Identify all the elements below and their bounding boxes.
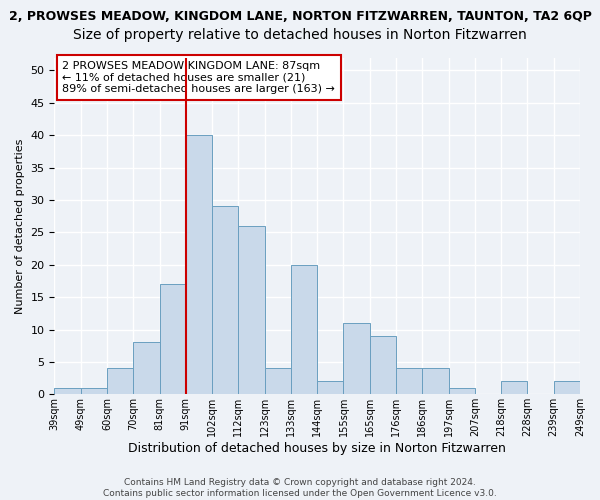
Text: Contains HM Land Registry data © Crown copyright and database right 2024.
Contai: Contains HM Land Registry data © Crown c… [103,478,497,498]
Bar [238,226,265,394]
Bar [422,368,449,394]
Bar [186,135,212,394]
Bar [554,382,580,394]
Bar [317,382,343,394]
Bar [370,336,396,394]
Text: Size of property relative to detached houses in Norton Fitzwarren: Size of property relative to detached ho… [73,28,527,42]
Bar [343,323,370,394]
Bar [133,342,160,394]
Text: 2, PROWSES MEADOW, KINGDOM LANE, NORTON FITZWARREN, TAUNTON, TA2 6QP: 2, PROWSES MEADOW, KINGDOM LANE, NORTON … [8,10,592,23]
Bar [160,284,186,395]
X-axis label: Distribution of detached houses by size in Norton Fitzwarren: Distribution of detached houses by size … [128,442,506,455]
Bar [396,368,422,394]
Bar [501,382,527,394]
Bar [291,265,317,394]
Bar [212,206,238,394]
Bar [265,368,291,394]
Text: 2 PROWSES MEADOW KINGDOM LANE: 87sqm
← 11% of detached houses are smaller (21)
8: 2 PROWSES MEADOW KINGDOM LANE: 87sqm ← 1… [62,61,335,94]
Y-axis label: Number of detached properties: Number of detached properties [15,138,25,314]
Bar [80,388,107,394]
Bar [55,388,80,394]
Bar [449,388,475,394]
Bar [107,368,133,394]
